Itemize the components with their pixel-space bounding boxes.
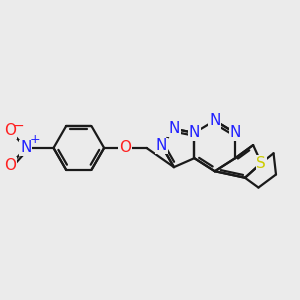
Text: −: − xyxy=(13,119,24,133)
Text: N: N xyxy=(156,138,167,153)
Text: O: O xyxy=(4,158,16,172)
Text: O: O xyxy=(4,123,16,138)
Text: N: N xyxy=(230,125,241,140)
Text: +: + xyxy=(29,133,40,146)
Text: S: S xyxy=(256,156,266,171)
Text: N: N xyxy=(20,140,32,155)
Text: N: N xyxy=(168,121,180,136)
Text: N: N xyxy=(189,125,200,140)
Text: O: O xyxy=(119,140,131,155)
Text: N: N xyxy=(209,113,220,128)
